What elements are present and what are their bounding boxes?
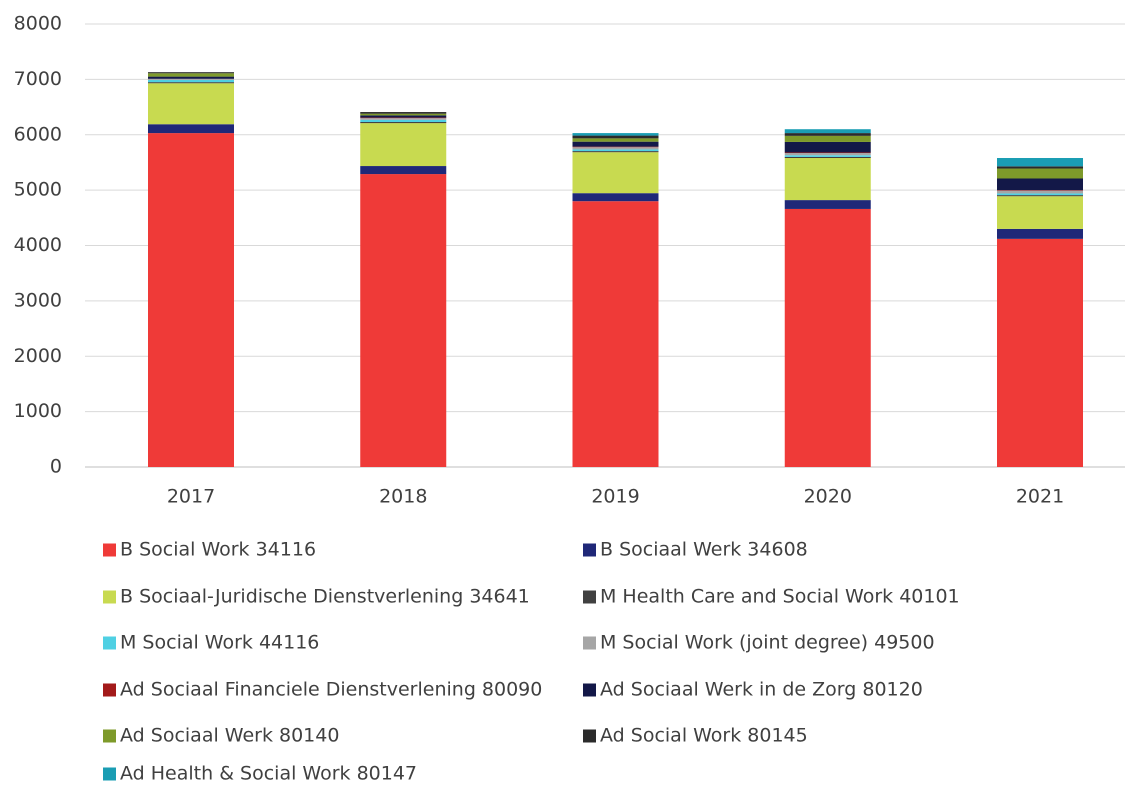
bar-segment <box>572 135 659 139</box>
x-tick-label: 2019 <box>591 486 639 508</box>
bar-segment <box>784 129 871 134</box>
bar-segment <box>997 195 1083 197</box>
bar-segment <box>572 146 659 148</box>
bar-segment <box>572 147 659 150</box>
bar-segment <box>148 72 234 74</box>
y-tick-label: 2000 <box>14 345 62 367</box>
bar-segment <box>784 152 871 154</box>
bar-segment <box>148 78 234 80</box>
bar-segment <box>360 174 447 467</box>
bar-segment <box>572 201 659 467</box>
legend-label: M Social Work 44116 <box>120 632 319 654</box>
legend-label: Ad Sociaal Financiele Dienstverlening 80… <box>120 679 542 701</box>
bar-segment <box>997 196 1083 229</box>
bar-segment <box>360 117 447 119</box>
legend-label: M Health Care and Social Work 40101 <box>600 586 960 608</box>
bar-segment <box>997 190 1083 194</box>
bar-segment <box>148 82 234 84</box>
bar-segment <box>572 193 659 202</box>
legend-swatch <box>583 729 596 743</box>
y-tick-label: 5000 <box>14 179 62 201</box>
y-tick-label: 0 <box>50 456 62 478</box>
bar-segment <box>572 133 659 136</box>
y-tick-label: 1000 <box>14 400 62 422</box>
bar-segment <box>784 156 871 159</box>
legend-label: Ad Health & Social Work 80147 <box>120 763 417 785</box>
bar-segment <box>360 119 447 123</box>
bar-segment <box>572 152 659 194</box>
bar-segment <box>572 149 659 152</box>
bar-segment <box>360 112 447 114</box>
bar-segment <box>148 124 234 134</box>
bar-segment <box>784 158 871 201</box>
bar-segment <box>360 122 447 124</box>
bar-segment <box>997 190 1083 191</box>
bar-segment <box>360 113 447 116</box>
bar-segment <box>148 133 234 467</box>
legend-label: B Social Work 34116 <box>120 539 316 561</box>
legend-swatch <box>583 590 596 604</box>
legend-swatch <box>103 636 116 650</box>
legend-swatch <box>103 590 116 604</box>
bar-segment <box>997 238 1083 467</box>
bar-segment <box>997 178 1083 191</box>
bar-segment <box>360 118 447 120</box>
bar-segment <box>360 166 447 175</box>
bar-segment <box>784 141 871 153</box>
bar-segment <box>572 141 659 147</box>
bar-segment <box>784 208 871 467</box>
bar-segment <box>360 123 447 167</box>
bar-segment <box>997 193 1083 196</box>
x-tick-label: 2017 <box>167 486 215 508</box>
bar-segment <box>148 83 234 125</box>
x-tick-label: 2020 <box>804 486 852 508</box>
legend-swatch <box>103 767 116 781</box>
bar-segment <box>784 153 871 156</box>
bar-segment <box>997 168 1083 179</box>
bar-segment <box>148 76 234 79</box>
y-tick-label: 8000 <box>14 13 62 35</box>
legend-label: Ad Sociaal Werk 80140 <box>120 725 339 747</box>
legend-label: Ad Sociaal Werk in de Zorg 80120 <box>600 679 923 701</box>
legend-swatch <box>103 729 116 743</box>
bar-segment <box>784 155 871 157</box>
legend-swatch <box>103 683 116 697</box>
bar-segment <box>784 133 871 136</box>
bar-segment <box>784 200 871 209</box>
bar-segment <box>148 73 234 77</box>
legend-swatch <box>103 543 116 557</box>
bar-segment <box>572 151 659 153</box>
legend-label: B Sociaal-Juridische Dienstverlening 346… <box>120 586 530 608</box>
y-tick-label: 6000 <box>14 123 62 145</box>
x-tick-label: 2018 <box>379 486 427 508</box>
legend-label: M Social Work (joint degree) 49500 <box>600 632 935 654</box>
y-tick-label: 4000 <box>14 234 62 256</box>
bar-segment <box>997 158 1083 167</box>
bar-segment <box>148 79 234 83</box>
legend-swatch <box>583 543 596 557</box>
bar-segment <box>997 228 1083 239</box>
bar-segment <box>572 138 659 142</box>
legend-swatch <box>583 636 596 650</box>
bar-segment <box>997 166 1083 169</box>
bar-segment <box>360 115 447 118</box>
legend-swatch <box>583 683 596 697</box>
legend-label: B Sociaal Werk 34608 <box>600 539 808 561</box>
x-tick-label: 2021 <box>1016 486 1064 508</box>
legend-label: Ad Social Work 80145 <box>600 725 808 747</box>
y-tick-label: 3000 <box>14 289 62 311</box>
bar-segment <box>784 135 871 142</box>
y-tick-label: 7000 <box>14 68 62 90</box>
